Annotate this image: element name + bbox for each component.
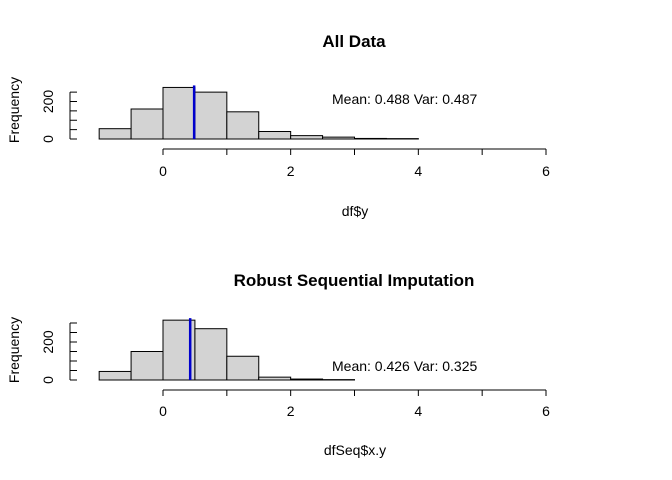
histogram-bar [194, 328, 228, 381]
histogram-bar [98, 128, 132, 140]
y-tick-label: 0 [40, 376, 56, 384]
y-axis-label: Frequency [6, 317, 22, 383]
y-tick-label: 200 [40, 90, 56, 114]
y-tick-label: 0 [40, 135, 56, 143]
x-axis-label: dfSeq$x.y [324, 442, 386, 458]
x-axis-label: df$y [342, 203, 368, 219]
histogram-bar [322, 136, 356, 140]
y-axis-label: Frequency [6, 77, 22, 143]
panel-robust-sequential-imputation: Robust Sequential Imputation dfSeq$x.y F… [6, 271, 550, 458]
histogram-bar [290, 135, 324, 140]
x-tick-label: 0 [159, 403, 167, 419]
mean-var-annotation: Mean: 0.488 Var: 0.487 [332, 91, 477, 107]
x-tick-label: 4 [414, 163, 422, 179]
histogram-bar [226, 355, 260, 381]
histogram-bar [130, 108, 164, 140]
x-tick-label: 6 [542, 163, 550, 179]
mean-var-annotation: Mean: 0.426 Var: 0.325 [332, 358, 477, 374]
chart-title: All Data [322, 32, 386, 51]
x-tick-label: 0 [159, 163, 167, 179]
panel-all-data: All Data df$y Frequency Mean: 0.488 Var:… [6, 32, 550, 219]
histogram-bar [258, 131, 292, 140]
histogram-bar [194, 91, 228, 140]
x-tick-label: 4 [414, 403, 422, 419]
histogram-bar [162, 86, 196, 140]
histogram-bar [98, 370, 132, 381]
x-tick-label: 2 [287, 163, 295, 179]
histogram-bar [130, 351, 164, 381]
y-tick-label: 200 [40, 330, 56, 354]
chart-title: Robust Sequential Imputation [234, 271, 475, 290]
histogram-bar [226, 111, 260, 140]
histogram-bar [354, 137, 387, 140]
histogram-bar [258, 376, 292, 381]
x-tick-label: 2 [287, 403, 295, 419]
histogram-bar [290, 378, 324, 381]
x-tick-label: 6 [542, 403, 550, 419]
